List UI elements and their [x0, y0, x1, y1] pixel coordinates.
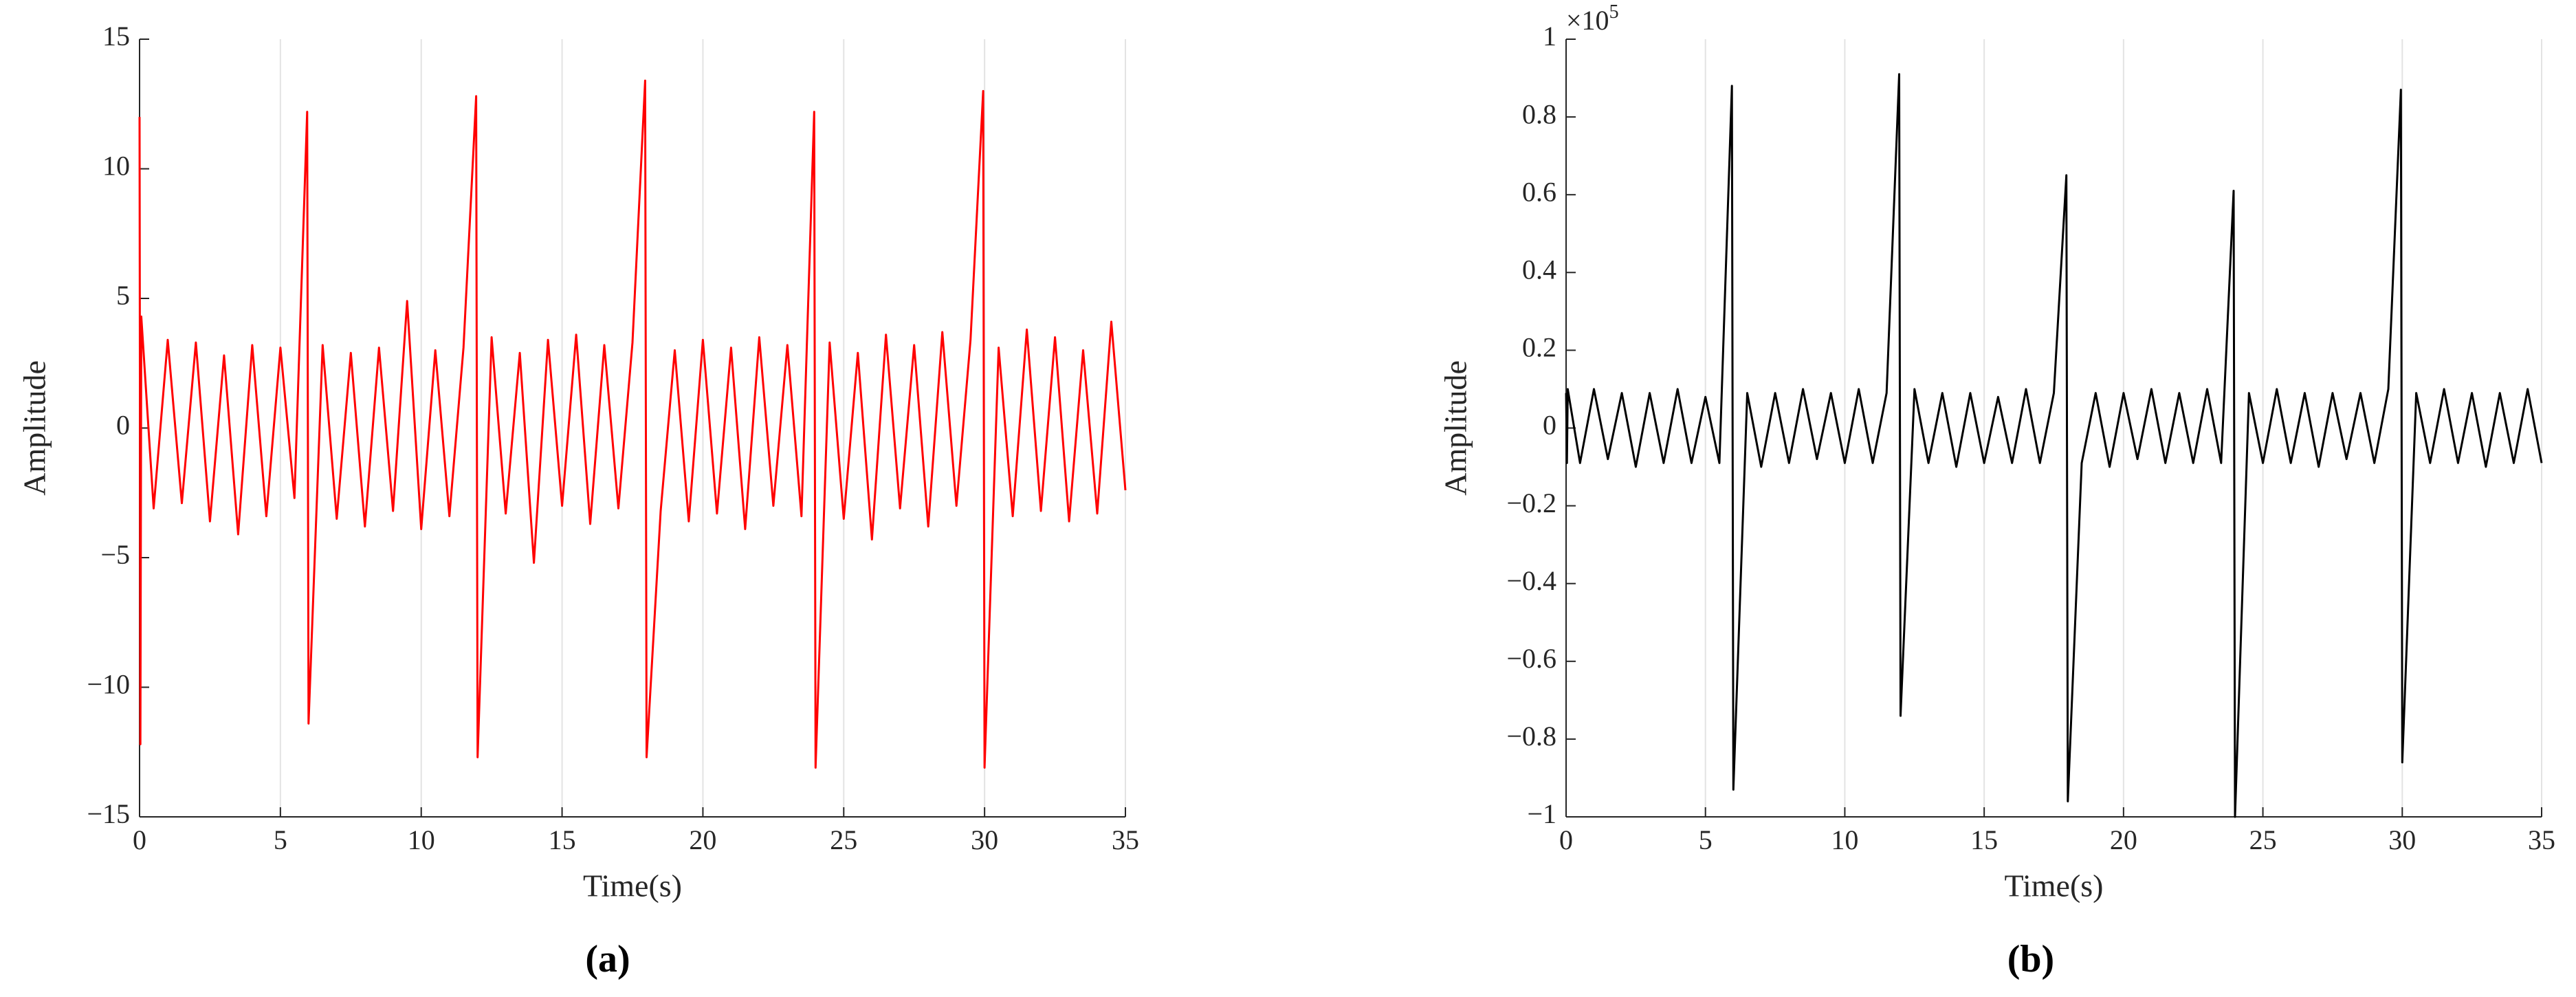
y-tick-label: −0.4	[1506, 565, 1556, 596]
x-tick-label: 20	[2110, 824, 2137, 855]
y-tick-label: 0.6	[1522, 176, 1556, 207]
y-tick-label: 0	[1543, 410, 1556, 441]
x-tick-label: 0	[1559, 824, 1573, 855]
y-tick-label: 10	[102, 151, 130, 182]
x-tick-label: 15	[1970, 824, 1998, 855]
x-tick-label: 10	[1831, 824, 1858, 855]
signal-line	[1565, 73, 2543, 818]
y-tick-label: 0.4	[1522, 254, 1556, 285]
panel-label: (b)	[2007, 938, 2054, 980]
signal-line	[138, 79, 1127, 769]
y-axis-label: Amplitude	[17, 360, 52, 496]
y-tick-label: −1	[1527, 798, 1556, 829]
y-tick-label: 1	[1543, 21, 1556, 52]
x-axis-label: Time(s)	[2005, 868, 2104, 903]
x-tick-label: 5	[1699, 824, 1713, 855]
y-tick-label: −0.6	[1506, 643, 1556, 674]
y-tick-label: −10	[87, 669, 130, 700]
x-tick-label: 30	[971, 824, 998, 855]
panel-label: (a)	[585, 938, 630, 980]
y-tick-label: −0.2	[1506, 487, 1556, 518]
y-multiplier: ×105	[1566, 1, 1619, 36]
y-tick-label: −15	[87, 798, 130, 829]
x-tick-label: 35	[1112, 824, 1139, 855]
y-tick-label: 0.2	[1522, 332, 1556, 363]
x-tick-label: 15	[549, 824, 576, 855]
y-tick-label: 0	[116, 410, 130, 441]
x-tick-label: 25	[830, 824, 857, 855]
x-tick-label: 0	[133, 824, 146, 855]
y-tick-label: 5	[116, 280, 130, 311]
y-tick-label: −5	[100, 539, 130, 570]
y-multiplier-exponent: 5	[1609, 1, 1619, 23]
x-tick-label: 10	[408, 824, 435, 855]
y-tick-label: 15	[102, 21, 130, 52]
x-axis-label: Time(s)	[583, 868, 682, 903]
x-tick-label: 5	[274, 824, 287, 855]
y-axis-label: Amplitude	[1438, 360, 1473, 496]
x-tick-label: 30	[2388, 824, 2416, 855]
y-multiplier-base: ×10	[1566, 5, 1609, 36]
x-tick-label: 35	[2528, 824, 2555, 855]
x-tick-label: 20	[689, 824, 716, 855]
y-tick-label: −0.8	[1506, 721, 1556, 752]
x-tick-label: 25	[2249, 824, 2277, 855]
y-tick-label: 0.8	[1522, 98, 1556, 129]
